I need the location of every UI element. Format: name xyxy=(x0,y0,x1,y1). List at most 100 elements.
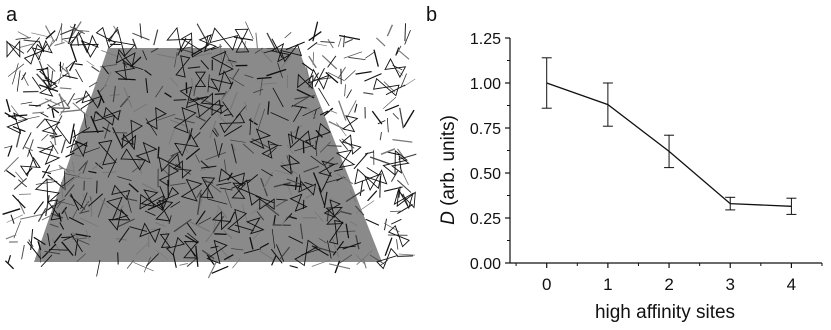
filament xyxy=(17,70,20,91)
filament xyxy=(180,263,188,265)
filament xyxy=(404,79,416,87)
filament xyxy=(8,146,12,157)
filament xyxy=(52,109,54,118)
filament xyxy=(309,56,317,68)
filament xyxy=(48,169,62,172)
y-tick-label: 0.00 xyxy=(470,256,501,273)
filament xyxy=(74,130,76,139)
filament xyxy=(22,245,25,259)
filament xyxy=(97,181,98,194)
filament xyxy=(92,67,100,72)
filament xyxy=(118,252,119,264)
filament xyxy=(18,180,26,187)
filament xyxy=(23,75,29,86)
filament xyxy=(6,171,15,178)
filament xyxy=(356,72,372,75)
crosslinker xyxy=(71,32,98,57)
filament xyxy=(55,43,65,46)
filament xyxy=(32,77,41,89)
filament xyxy=(385,238,392,256)
filament xyxy=(363,93,373,95)
filament-simulation-image xyxy=(0,0,420,325)
filament xyxy=(285,32,292,38)
y-tick-label: 0.50 xyxy=(470,166,501,183)
filament xyxy=(316,44,327,46)
filament xyxy=(374,50,378,67)
y-tick-label: 1.00 xyxy=(470,76,501,93)
filament xyxy=(364,74,381,82)
filament xyxy=(4,157,18,171)
filament xyxy=(48,40,53,50)
crosslinker xyxy=(389,226,409,247)
filament xyxy=(87,61,95,66)
filament xyxy=(21,102,32,104)
filament xyxy=(328,146,342,147)
filament xyxy=(70,61,75,71)
filament xyxy=(290,266,298,268)
filament xyxy=(158,147,159,159)
filament xyxy=(62,37,76,39)
filament xyxy=(46,31,55,39)
crosslinker xyxy=(210,28,237,50)
filament xyxy=(133,39,137,49)
panel-b-label: b xyxy=(426,4,437,27)
filament xyxy=(46,26,55,42)
filament xyxy=(344,35,345,47)
filament xyxy=(75,64,83,65)
filament xyxy=(330,110,337,113)
filament xyxy=(387,118,388,132)
filament xyxy=(399,154,417,159)
filament xyxy=(387,25,392,36)
filament xyxy=(70,44,76,62)
filament xyxy=(32,112,44,113)
filament xyxy=(6,99,10,112)
filament xyxy=(308,42,318,49)
filament xyxy=(365,152,374,154)
filament xyxy=(113,133,127,134)
filament xyxy=(344,52,362,58)
filament xyxy=(34,202,44,215)
filament xyxy=(397,256,413,257)
filament xyxy=(3,209,21,215)
filament xyxy=(345,39,353,43)
filament xyxy=(8,255,10,263)
filament xyxy=(14,178,27,189)
filament xyxy=(18,32,30,38)
filament xyxy=(339,36,360,40)
crosslinker xyxy=(36,179,59,203)
panel-a-label: a xyxy=(6,4,17,27)
filament xyxy=(50,141,58,154)
filament xyxy=(391,219,401,224)
filament xyxy=(339,101,346,121)
filament xyxy=(97,260,100,276)
filament xyxy=(355,104,357,113)
x-tick-label: 2 xyxy=(664,275,673,294)
filament xyxy=(47,64,55,71)
filament xyxy=(16,38,31,40)
filament xyxy=(212,266,229,273)
filament xyxy=(345,84,346,96)
y-axis-label-symbol: D xyxy=(438,211,459,225)
crosslinker xyxy=(374,79,399,96)
crosslinker xyxy=(97,28,116,48)
filament xyxy=(84,181,85,191)
filament xyxy=(256,33,258,50)
filament xyxy=(60,88,72,89)
crosslinker xyxy=(385,59,405,77)
filament xyxy=(37,119,45,128)
x-tick-label: 0 xyxy=(542,275,551,294)
filament xyxy=(102,172,116,173)
filament xyxy=(397,205,412,214)
filament xyxy=(13,195,26,208)
filament xyxy=(338,67,346,79)
filament xyxy=(15,172,23,181)
filament xyxy=(380,132,381,140)
filament xyxy=(57,126,70,143)
filament xyxy=(320,42,334,43)
filament xyxy=(366,219,379,225)
filament xyxy=(360,181,363,196)
y-tick-label: 0.75 xyxy=(470,121,501,138)
filament xyxy=(24,146,33,150)
